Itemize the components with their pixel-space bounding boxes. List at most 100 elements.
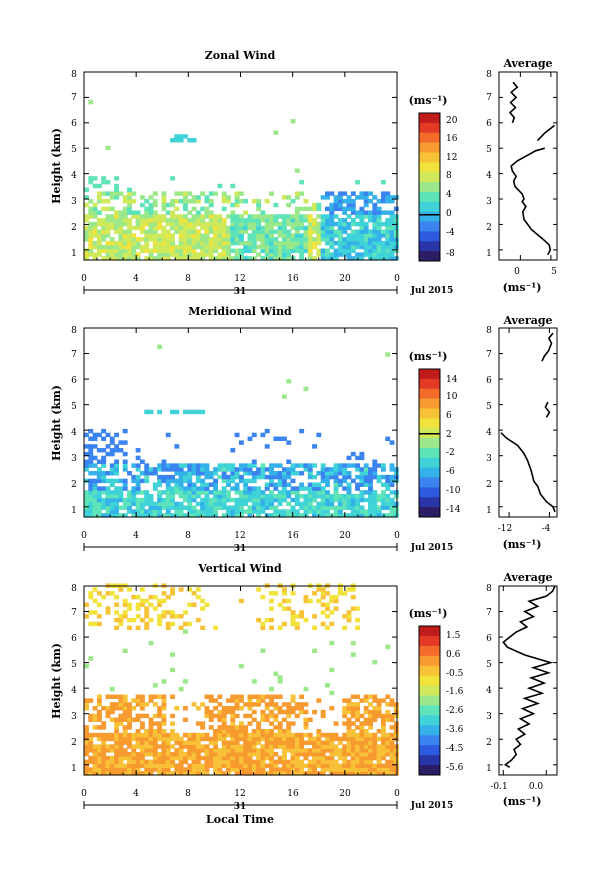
heatmap-cell [118,621,124,627]
heatmap-cell [84,702,89,707]
heatmap-cell [213,244,219,250]
heatmap-cell [174,218,180,223]
heatmap-cell [221,732,227,738]
heatmap-cell [191,494,197,499]
heatmap-cell [165,513,171,518]
heatmap-cell [230,210,236,215]
heatmap-cell [363,191,369,196]
heatmap-cell [105,755,111,761]
heatmap-cell [139,587,145,592]
heatmap-cell [380,210,386,215]
heatmap-cell [303,702,309,707]
average-series-line [508,81,519,124]
colorbar-swatch [419,487,440,498]
colorbar-swatch [419,231,440,242]
heatmap-cell [161,206,167,212]
heatmap-cell [109,736,115,742]
heatmap-cell [208,713,214,719]
heatmap-cell [372,256,378,261]
heatmap-cell [337,501,343,507]
heatmap-cell [96,218,102,223]
heatmap-cell [92,233,98,238]
heatmap-cell [221,237,227,242]
heatmap-cell [329,505,335,510]
colorbar-swatch [419,251,440,262]
heatmap-cell [269,748,274,753]
heatmap-cell [139,598,145,604]
heatmap-cell [96,752,102,757]
heatmap-cell [226,229,231,234]
heatmap-cell [363,497,369,503]
heatmap-cell [152,505,158,510]
heatmap-cell [161,763,167,768]
heatmap-cell [243,767,249,772]
heatmap-cell [221,740,227,745]
heatmap-cell [122,256,128,261]
heatmap-cell [286,606,292,611]
heatmap-cell [243,490,249,495]
heatmap-cell [251,740,257,745]
heatmap-cell [213,256,219,261]
heatmap-cell [144,748,150,753]
heatmap-cell [350,713,356,719]
heatmap-cell [88,448,94,453]
heatmap-cell [178,248,184,253]
heatmap-cell [346,482,352,487]
heatmap-cell [96,501,102,507]
heatmap-cell [92,725,98,730]
heatmap-cell [114,183,120,189]
heatmap-cell [333,497,339,503]
heatmap-cell [359,490,365,495]
heatmap-cell [372,218,378,223]
heatmap-cell [303,740,309,745]
heatmap-cell [359,455,365,461]
heatmap-cell [273,256,279,261]
heatmap-cell [187,740,193,745]
heatmap-cell [118,248,124,253]
heatmap-cell [312,509,318,514]
heatmap-cell [350,748,356,753]
heatmap-cell [139,471,145,476]
heatmap-cell [234,694,240,699]
heatmap-cell [157,463,163,468]
heatmap-cell [372,717,378,722]
heatmap-cell [290,119,296,124]
heatmap-cell [88,252,94,257]
heatmap-cell [342,767,348,772]
heatmap-cell [118,694,124,699]
heatmap-cell [329,229,335,234]
heatmap-cell [320,237,326,242]
heatmap-cell [105,709,111,715]
heatmap-cell [213,233,219,238]
heatmap-cell [281,474,287,480]
heatmap-cell [269,478,274,484]
heatmap-cell [182,214,188,219]
heatmap-cell [273,463,279,468]
heatmap-cell [204,248,210,253]
heatmap-cell [84,237,89,242]
heatmap-cell [170,202,175,208]
heatmap-cell [105,444,111,449]
heatmap-cell [333,474,339,480]
heatmap-cell [195,463,201,468]
heatmap-cell [342,763,348,768]
heatmap-cell [264,240,270,246]
heatmap-cell [372,210,378,215]
heatmap-cell [385,478,391,484]
heatmap-cell [290,240,296,246]
heatmap-cell [393,732,399,738]
heatmap-cell [281,759,287,765]
heatmap-cell [135,240,141,246]
heatmap-cell [200,598,206,604]
heatmap-cell [122,713,128,719]
heatmap-cell [247,767,253,772]
heatmap-cell [191,763,197,768]
heatmap-cell [368,494,373,499]
heatmap-cell [152,240,158,246]
heatmap-cell [139,748,145,753]
heatmap-area [84,344,399,518]
heatmap-cell [333,490,339,495]
heatmap-cell [389,717,395,722]
y-tick-label: 2 [71,738,77,748]
heatmap-cell [226,505,231,510]
